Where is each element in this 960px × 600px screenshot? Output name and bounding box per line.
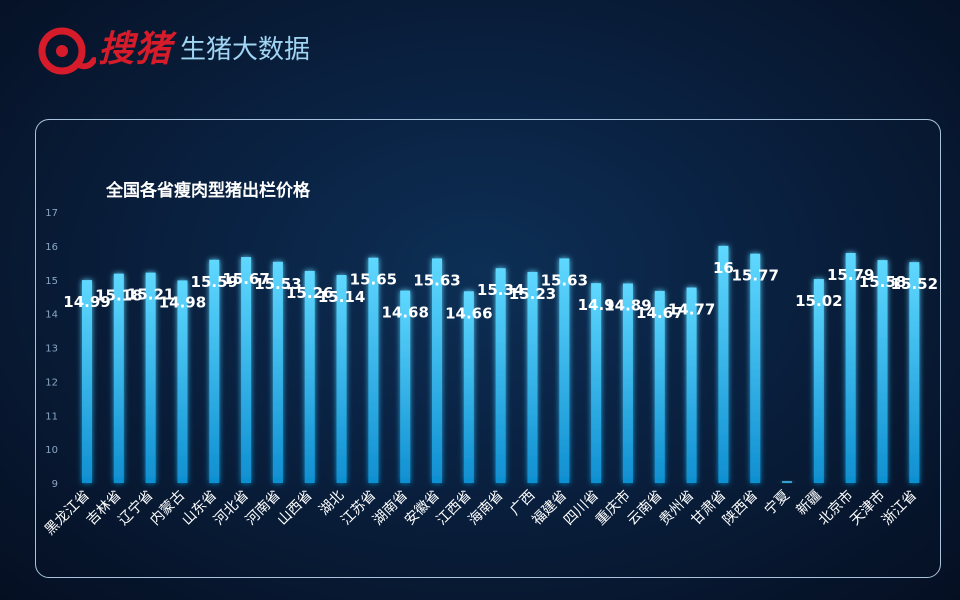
bar bbox=[145, 272, 156, 483]
bar bbox=[591, 283, 602, 483]
data-label: 15.58 bbox=[859, 273, 906, 291]
x-tick-label: 江苏省 bbox=[338, 488, 379, 529]
data-label: 14.68 bbox=[381, 304, 428, 322]
bar bbox=[559, 258, 570, 483]
x-tick-label: 河北省 bbox=[211, 488, 252, 529]
data-label: 15.34 bbox=[477, 281, 524, 299]
brand-subtitle: 生猪大数据 bbox=[180, 35, 311, 65]
y-tick-label: 14 bbox=[45, 310, 58, 321]
data-label: 15.63 bbox=[541, 271, 588, 289]
logo-icon bbox=[38, 27, 96, 75]
x-tick-label: 海南省 bbox=[465, 488, 506, 529]
bar bbox=[432, 258, 443, 483]
bar bbox=[113, 273, 124, 483]
data-label: 15.52 bbox=[891, 275, 938, 293]
data-label: 14.66 bbox=[445, 304, 492, 322]
x-tick-label: 江西省 bbox=[434, 488, 475, 529]
bar bbox=[495, 268, 506, 483]
data-label: 14.99 bbox=[63, 293, 110, 311]
y-tick-label: 11 bbox=[45, 411, 58, 422]
data-label: 15.77 bbox=[731, 267, 778, 285]
data-label: 14.9 bbox=[578, 296, 615, 314]
x-tick-label: 贵州省 bbox=[656, 488, 697, 529]
bar bbox=[686, 287, 697, 483]
x-tick-label: 辽宁省 bbox=[115, 487, 157, 529]
bar bbox=[654, 290, 665, 483]
bar bbox=[241, 257, 252, 483]
data-label: 14.77 bbox=[668, 301, 715, 319]
y-tick-label: 13 bbox=[45, 344, 58, 355]
data-label: 16 bbox=[713, 259, 734, 277]
bar bbox=[782, 481, 793, 483]
x-tick-label: 山西省 bbox=[275, 488, 316, 529]
x-tick-label: 陕西省 bbox=[720, 488, 761, 529]
data-label: 15.65 bbox=[350, 271, 397, 289]
data-label: 15.18 bbox=[95, 287, 142, 305]
data-label: 15.23 bbox=[509, 285, 556, 303]
y-tick-label: 9 bbox=[52, 479, 58, 490]
y-tick-label: 15 bbox=[45, 276, 58, 287]
x-tick-label: 四川省 bbox=[561, 488, 602, 529]
bar bbox=[400, 290, 411, 483]
y-tick-label: 16 bbox=[45, 242, 58, 253]
x-tick-label: 福建省 bbox=[529, 488, 570, 529]
data-label: 15.67 bbox=[222, 270, 269, 288]
data-label: 14.89 bbox=[604, 296, 651, 314]
bar bbox=[845, 252, 856, 483]
data-label: 15.26 bbox=[286, 284, 333, 302]
data-label: 14.98 bbox=[159, 293, 206, 311]
y-tick-label: 17 bbox=[45, 208, 58, 219]
bar bbox=[177, 280, 188, 483]
bar bbox=[272, 261, 283, 483]
data-label: 15.63 bbox=[413, 271, 460, 289]
y-tick-label: 10 bbox=[45, 445, 58, 456]
data-label: 15.53 bbox=[254, 275, 301, 293]
bar bbox=[336, 275, 347, 483]
x-tick-label: 云南省 bbox=[625, 488, 666, 529]
chart-title: 全国各省瘦肉型猪出栏价格 bbox=[106, 181, 310, 201]
bar bbox=[527, 271, 538, 483]
x-tick-label: 山东省 bbox=[179, 488, 220, 529]
bar bbox=[82, 280, 92, 483]
brand-logo-text: 搜猪 bbox=[98, 28, 173, 70]
x-tick-label: 黑龙江省 bbox=[42, 488, 93, 539]
x-tick-label: 湖南省 bbox=[370, 488, 411, 529]
data-label: 14.67 bbox=[636, 304, 683, 322]
bar bbox=[304, 270, 315, 483]
bar bbox=[877, 260, 888, 483]
x-tick-label: 重庆市 bbox=[592, 487, 634, 529]
bar bbox=[463, 291, 474, 483]
x-tick-label: 北京市 bbox=[815, 487, 857, 529]
chart-panel bbox=[35, 119, 941, 578]
x-tick-label: 吉林省 bbox=[84, 488, 125, 529]
x-tick-label: 宁夏 bbox=[761, 487, 793, 519]
x-tick-label: 河南省 bbox=[243, 488, 284, 529]
bar bbox=[750, 253, 761, 483]
bar bbox=[368, 257, 379, 483]
bar bbox=[813, 279, 824, 483]
data-label: 15.21 bbox=[127, 286, 174, 304]
x-tick-label: 浙江省 bbox=[879, 488, 920, 529]
data-label: 15.59 bbox=[191, 273, 238, 291]
data-label: 15.02 bbox=[795, 292, 842, 310]
x-tick-label: 内蒙古 bbox=[147, 488, 188, 529]
bar bbox=[718, 245, 729, 483]
bar bbox=[622, 283, 633, 483]
data-label: 15.14 bbox=[318, 288, 365, 306]
bar bbox=[209, 259, 220, 483]
x-tick-label: 天津市 bbox=[847, 487, 889, 529]
x-tick-label: 甘肃省 bbox=[688, 488, 729, 529]
data-label: 15.79 bbox=[827, 266, 874, 284]
y-tick-label: 12 bbox=[45, 377, 58, 388]
bar bbox=[909, 262, 920, 483]
x-tick-label: 安徽省 bbox=[402, 488, 443, 529]
